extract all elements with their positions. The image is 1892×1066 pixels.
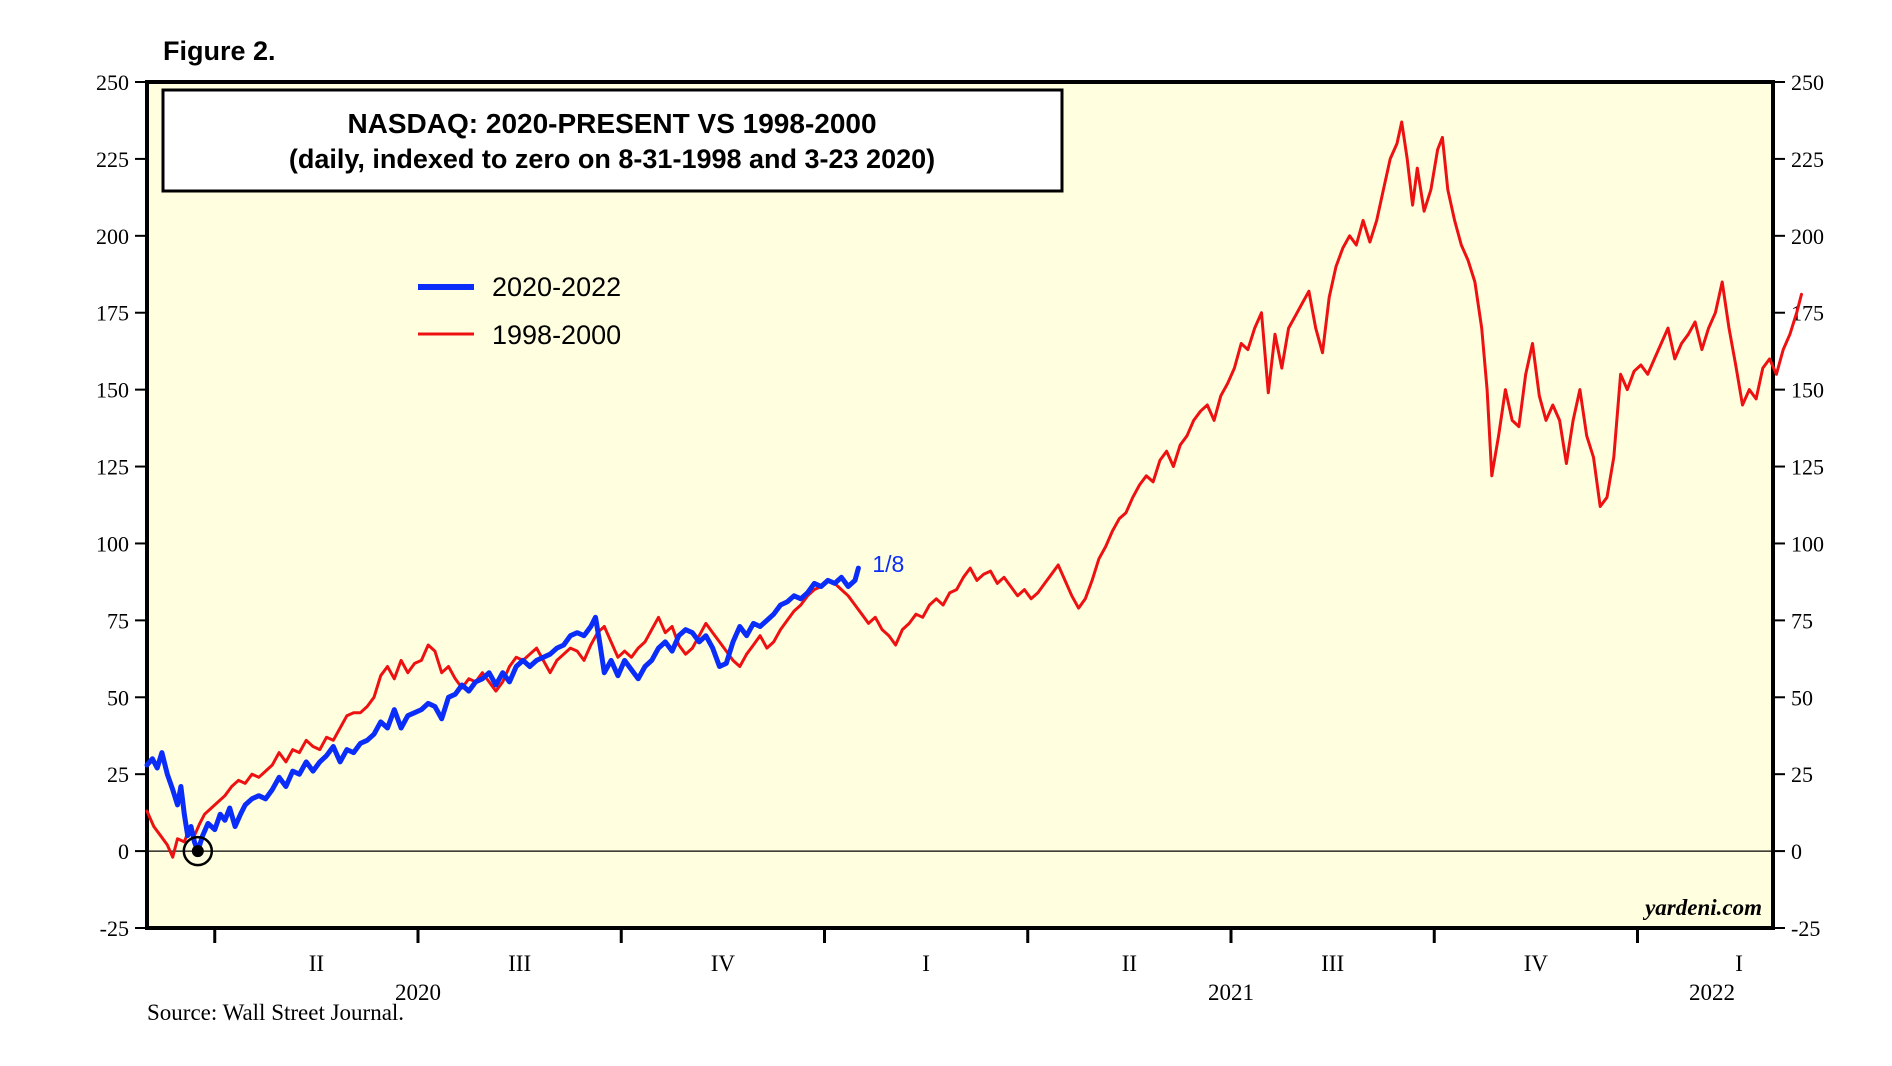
- y-tick-label-left: 250: [96, 70, 129, 95]
- index-marker-dot: [191, 845, 204, 858]
- y-tick-label-left: 100: [96, 531, 129, 556]
- x-year-label: 2020: [395, 980, 441, 1005]
- y-tick-label-left: 200: [96, 224, 129, 249]
- y-tick-label-left: 75: [107, 608, 129, 633]
- y-tick-label-right: 225: [1791, 147, 1824, 172]
- chart-subtitle: (daily, indexed to zero on 8-31-1998 and…: [289, 144, 935, 174]
- end-date-annotation: 1/8: [872, 551, 904, 577]
- x-quarter-label: II: [1122, 951, 1137, 976]
- chart-title: NASDAQ: 2020-PRESENT VS 1998-2000: [347, 108, 876, 139]
- y-tick-label-right: 100: [1791, 531, 1824, 556]
- y-tick-label-right: 0: [1791, 839, 1802, 864]
- x-quarter-label: IV: [1524, 951, 1549, 976]
- y-tick-label-right: -25: [1791, 916, 1820, 941]
- x-quarter-label: II: [309, 951, 324, 976]
- y-tick-label-left: 150: [96, 378, 129, 403]
- y-tick-label-left: -25: [100, 916, 129, 941]
- y-tick-label-left: 175: [96, 301, 129, 326]
- watermark: yardeni.com: [1642, 895, 1762, 920]
- y-tick-label-left: 25: [107, 762, 129, 787]
- x-quarter-label: IV: [711, 951, 736, 976]
- index-marker-ring: [182, 835, 214, 867]
- y-tick-label-right: 125: [1791, 455, 1824, 480]
- legend-label-1998: 1998-2000: [492, 320, 621, 350]
- legend-label-2020: 2020-2022: [492, 272, 621, 302]
- plot-area: [145, 80, 1775, 930]
- x-quarter-label: III: [508, 951, 531, 976]
- figure-label: Figure 2.: [163, 36, 276, 66]
- source-note: Source: Wall Street Journal.: [147, 1000, 404, 1025]
- x-quarter-label: I: [1735, 951, 1743, 976]
- series-line-1998-2000: [145, 120, 1803, 859]
- y-tick-label-left: 225: [96, 147, 129, 172]
- x-quarter-label: I: [922, 951, 930, 976]
- y-tick-label-left: 125: [96, 455, 129, 480]
- x-quarter-label: III: [1321, 951, 1344, 976]
- y-tick-label-left: 0: [118, 839, 129, 864]
- x-year-label: 2022: [1689, 980, 1735, 1005]
- y-tick-label-right: 25: [1791, 762, 1813, 787]
- title-box: [161, 88, 1064, 193]
- y-tick-label-right: 250: [1791, 70, 1824, 95]
- series-line-2020-2022: [144, 565, 861, 854]
- y-tick-label-right: 50: [1791, 685, 1813, 710]
- x-year-label: 2021: [1208, 980, 1254, 1005]
- y-tick-label-right: 200: [1791, 224, 1824, 249]
- legend: 2020-2022 1998-2000: [418, 272, 621, 350]
- y-tick-label-right: 150: [1791, 378, 1824, 403]
- series-layer: 1/8: [144, 120, 1803, 867]
- y-tick-label-left: 50: [107, 685, 129, 710]
- axes-layer: -25 -25 0 0 25 25 50 50 75 75 100 100 125 125 150 150 17…: [96, 70, 1824, 1005]
- y-tick-label-right: 75: [1791, 608, 1813, 633]
